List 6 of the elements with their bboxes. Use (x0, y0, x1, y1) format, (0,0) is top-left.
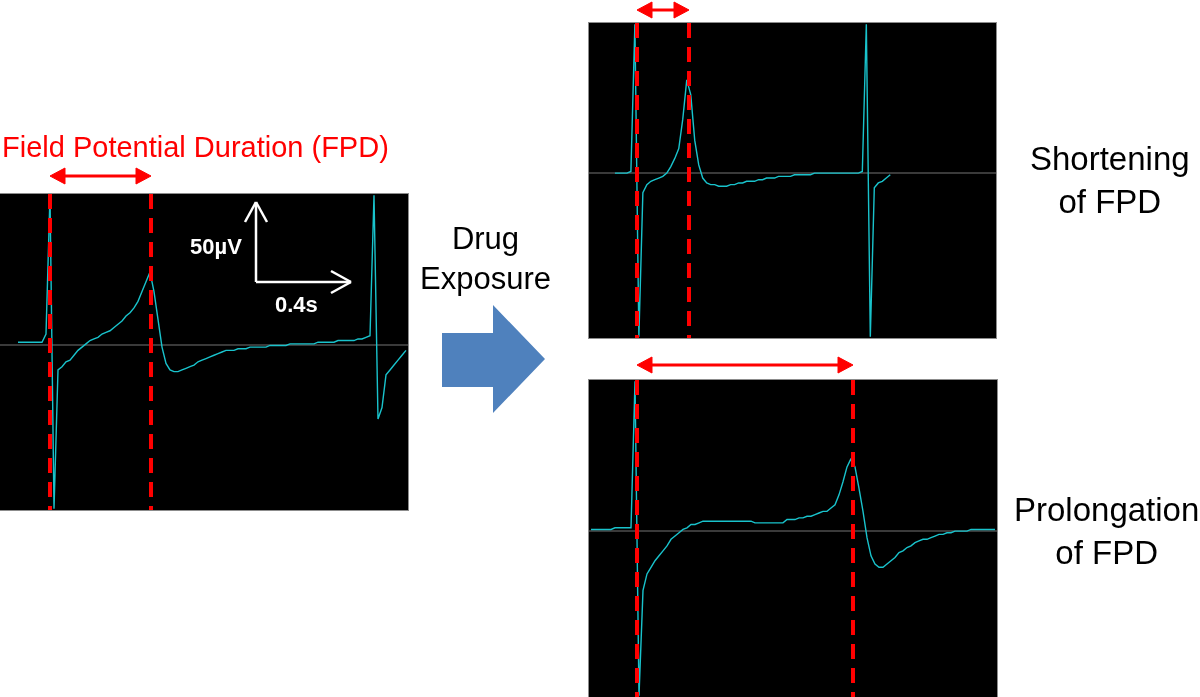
text: Field Potential Duration (FPD) (2, 131, 389, 163)
text: Prolongation of FPD (1014, 491, 1200, 571)
text: Drug Exposure (420, 221, 551, 297)
annotation: 50µV (190, 234, 243, 259)
text: Shortening of FPD (1030, 140, 1190, 220)
annotation: 0.4s (275, 292, 318, 317)
